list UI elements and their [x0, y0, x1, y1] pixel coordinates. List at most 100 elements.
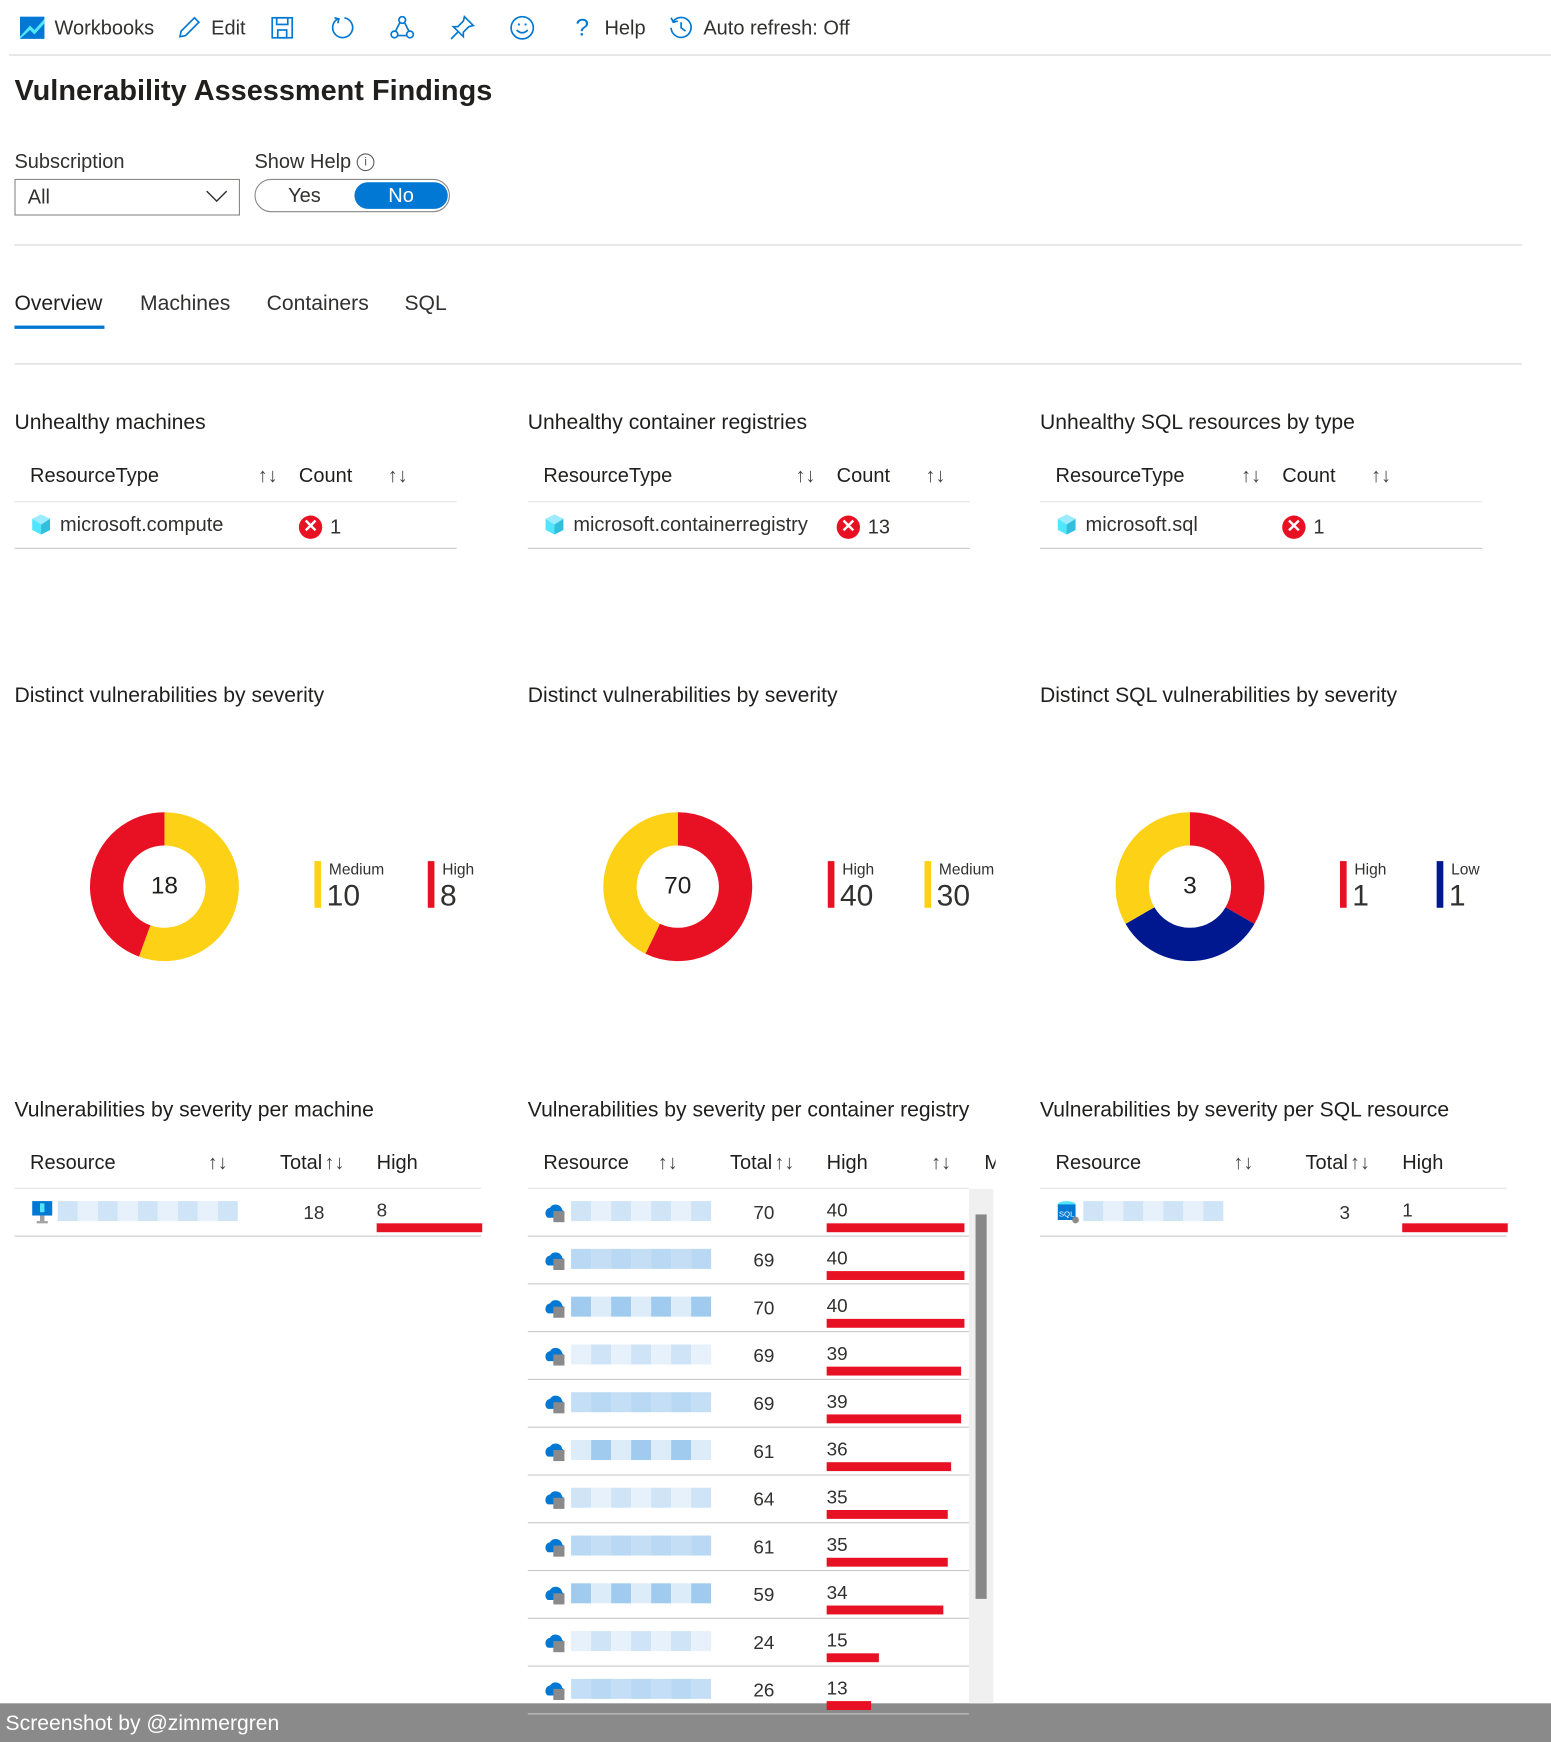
sort-icon[interactable]: ↑↓: [1233, 1151, 1254, 1174]
column-header-count[interactable]: Count: [298, 464, 353, 487]
column-header-total[interactable]: Total: [1305, 1151, 1348, 1174]
subscription-value: All: [27, 185, 51, 208]
detail-table-title: Vulnerabilities by severity per SQL reso…: [1039, 1098, 1450, 1123]
feedback-button[interactable]: [509, 11, 536, 44]
sort-icon[interactable]: ↑↓: [387, 464, 408, 487]
resource-name-redacted[interactable]: [571, 1201, 712, 1222]
high-cell: 15: [826, 1629, 848, 1652]
column-header-resource[interactable]: Resource: [1055, 1151, 1142, 1174]
sort-icon[interactable]: ↑↓: [1371, 464, 1392, 487]
sort-icon[interactable]: ↑↓: [1241, 464, 1262, 487]
row-divider: [527, 1331, 969, 1333]
column-header-resourcetype[interactable]: ResourceType: [29, 464, 159, 487]
total-cell: 3: [1339, 1202, 1350, 1224]
row-divider: [1039, 547, 1483, 549]
legend-value: 1: [1448, 878, 1466, 913]
sort-icon[interactable]: ↑↓: [925, 464, 946, 487]
error-icon: ✕: [836, 515, 860, 539]
donut-segment-medium[interactable]: [603, 812, 679, 954]
tab-machines[interactable]: Machines: [139, 292, 231, 316]
workbooks-button[interactable]: Workbooks: [19, 11, 154, 44]
resource-name-redacted[interactable]: [1083, 1201, 1224, 1222]
tab-overview[interactable]: Overview: [14, 292, 103, 316]
sort-icon[interactable]: ↑↓: [257, 464, 278, 487]
donut-segment-medium[interactable]: [139, 812, 239, 962]
row-divider: [14, 547, 457, 549]
column-header-resourcetype[interactable]: ResourceType: [543, 464, 673, 487]
column-header-count[interactable]: Count: [836, 464, 891, 487]
sort-icon[interactable]: ↑↓: [207, 1151, 228, 1174]
resource-name-redacted[interactable]: [571, 1487, 712, 1508]
row-divider: [527, 547, 970, 549]
resource-name-redacted[interactable]: [571, 1535, 712, 1556]
sort-icon[interactable]: ↑↓: [774, 1151, 795, 1174]
high-bar: [1402, 1223, 1508, 1233]
high-bar: [826, 1509, 948, 1519]
resource-name-redacted[interactable]: [571, 1583, 712, 1604]
sort-icon[interactable]: ↑↓: [324, 1151, 345, 1174]
resource-type-cell[interactable]: microsoft.sql: [1085, 513, 1198, 536]
tab-containers[interactable]: Containers: [266, 292, 369, 316]
share-button[interactable]: [389, 11, 416, 44]
sort-icon[interactable]: ↑↓: [795, 464, 816, 487]
donut-segment-medium[interactable]: [1115, 812, 1191, 924]
column-header-resourcetype[interactable]: ResourceType: [1055, 464, 1185, 487]
auto-refresh-button[interactable]: Auto refresh: Off: [668, 11, 850, 44]
resource-name-redacted[interactable]: [571, 1631, 712, 1652]
row-divider: [527, 1522, 969, 1524]
toggle-yes[interactable]: Yes: [288, 184, 321, 207]
resource-type-cell[interactable]: microsoft.containerregistry: [573, 513, 808, 536]
column-header-high[interactable]: High: [826, 1151, 868, 1174]
high-bar: [826, 1701, 872, 1710]
refresh-button[interactable]: [329, 11, 356, 44]
save-button[interactable]: [269, 11, 296, 44]
resource-name-redacted[interactable]: [571, 1439, 712, 1460]
scrollbar-thumb[interactable]: [975, 1214, 987, 1599]
column-header-total[interactable]: Total: [729, 1151, 773, 1174]
tab-sql[interactable]: SQL: [404, 292, 447, 316]
sort-icon[interactable]: ↑↓: [657, 1151, 678, 1174]
resource-name-redacted[interactable]: [571, 1392, 712, 1413]
registry-icon: [543, 1391, 567, 1415]
total-cell: 59: [753, 1584, 775, 1606]
column-header-total[interactable]: Total: [279, 1151, 323, 1174]
subscription-dropdown[interactable]: All: [14, 178, 240, 216]
resource-type-cell[interactable]: microsoft.compute: [59, 513, 224, 536]
registry-icon: [543, 1248, 567, 1272]
resource-name-redacted[interactable]: [57, 1201, 238, 1222]
column-header-medium[interactable]: M: [984, 1151, 995, 1174]
resource-name-redacted[interactable]: [571, 1344, 712, 1365]
tab-active-underline: [14, 325, 105, 329]
column-header-resource[interactable]: Resource: [543, 1151, 629, 1174]
legend-value: 40: [839, 878, 874, 913]
pin-button[interactable]: [449, 11, 476, 44]
registry-icon: [543, 1534, 567, 1558]
donut-segment-low[interactable]: [1125, 906, 1255, 962]
sort-icon[interactable]: ↑↓: [931, 1151, 952, 1174]
total-cell: 64: [753, 1488, 775, 1510]
auto-refresh-label: Auto refresh: Off: [703, 16, 850, 39]
registry-icon: [543, 1678, 567, 1702]
donut-segment-high[interactable]: [645, 812, 753, 962]
high-bar: [826, 1271, 965, 1280]
legend-color-bar: [924, 861, 932, 908]
donut-segment-high[interactable]: [1189, 812, 1265, 924]
column-header-high[interactable]: High: [1402, 1151, 1444, 1174]
high-cell: 40: [826, 1199, 848, 1222]
toggle-no[interactable]: No: [354, 182, 448, 209]
column-header-count[interactable]: Count: [1282, 464, 1336, 487]
show-help-toggle[interactable]: Yes No: [254, 178, 450, 213]
workbooks-label: Workbooks: [54, 16, 155, 39]
high-cell: 40: [826, 1295, 848, 1317]
resource-name-redacted[interactable]: [571, 1678, 712, 1699]
resource-name-redacted[interactable]: [571, 1296, 712, 1317]
column-header-resource[interactable]: Resource: [29, 1151, 116, 1174]
edit-button[interactable]: Edit: [176, 11, 246, 44]
sort-icon[interactable]: ↑↓: [1349, 1151, 1370, 1174]
donut-segment-high[interactable]: [90, 812, 166, 957]
resource-name-redacted[interactable]: [571, 1248, 712, 1269]
help-button[interactable]: ? Help: [569, 11, 645, 44]
donut-total: 70: [664, 871, 692, 899]
high-cell: 1: [1402, 1199, 1413, 1222]
column-header-high[interactable]: High: [376, 1151, 418, 1174]
